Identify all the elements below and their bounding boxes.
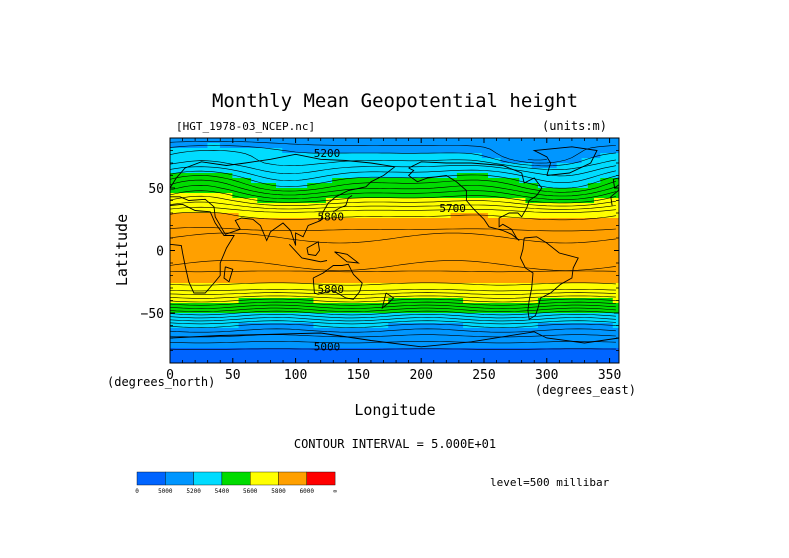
colorbar: 0 5000 5200 5400 5600 5800 6000 ∞ xyxy=(135,471,337,495)
colorbar-label: 5600 xyxy=(243,488,258,495)
colorbar-swatch xyxy=(193,471,223,486)
contour-label: 5700 xyxy=(439,202,466,215)
x-tick-label: 0 xyxy=(166,368,174,383)
x-axis-title: Longitude xyxy=(354,401,435,419)
x-tick-label: 150 xyxy=(347,368,370,383)
coastline-segment xyxy=(407,161,543,241)
x-tick-label: 50 xyxy=(225,368,241,383)
contour-lines xyxy=(170,141,616,350)
coastline-segment xyxy=(288,243,328,263)
coastline-segment xyxy=(334,251,360,264)
y-axis-title: Latitude xyxy=(113,214,131,286)
x-axis: 0 50 100 150 200 250 300 350 xyxy=(166,138,621,383)
colorbar-swatch xyxy=(278,471,307,486)
colorbar-label: 5200 xyxy=(186,488,201,495)
coastline-segment xyxy=(170,331,619,348)
y-tick-label: 0 xyxy=(156,245,164,260)
colorbar-swatch xyxy=(165,471,194,486)
colorbar-label: 5800 xyxy=(271,488,286,495)
colorbar-label: 0 xyxy=(135,488,139,495)
coastline-segment xyxy=(170,153,396,246)
coastline-segment xyxy=(381,292,395,310)
contour-label: 5000 xyxy=(314,341,341,354)
file-label: [HGT_1978-03_NCEP.nc] xyxy=(176,120,315,133)
x-tick-label: 350 xyxy=(598,368,621,383)
y-axis: 50 0 −50 xyxy=(141,150,619,351)
coastline-segment xyxy=(519,236,579,321)
x-tick-label: 300 xyxy=(535,368,558,383)
colorbar-swatch xyxy=(136,471,166,486)
colorbar-label: 5400 xyxy=(215,488,230,495)
contour-label: 5800 xyxy=(318,283,345,296)
contour-label: 5200 xyxy=(314,147,341,160)
contour-label: 5800 xyxy=(318,211,345,224)
contour-interval-text: CONTOUR INTERVAL = 5.000E+01 xyxy=(294,437,496,451)
contour-label-group: 5200 5700 5800 5800 5000 xyxy=(314,147,466,354)
units-label: (units:m) xyxy=(542,119,607,133)
y-tick-label: −50 xyxy=(141,307,164,322)
coastline-segment xyxy=(306,241,320,256)
coastline-segment xyxy=(333,195,353,213)
y-tick-label: 50 xyxy=(148,182,164,197)
colorbar-swatch xyxy=(306,471,336,486)
x-tick-label: 250 xyxy=(472,368,495,383)
coastline-segment xyxy=(312,263,363,300)
coastline-segment xyxy=(532,146,598,176)
x-tick-label: 200 xyxy=(409,368,432,383)
colorbar-label: ∞ xyxy=(333,488,337,495)
coastline-segment xyxy=(223,266,234,283)
coastline-segment xyxy=(170,203,235,294)
colorbar-label: 6000 xyxy=(300,488,315,495)
y-unit-label: (degrees_north) xyxy=(107,375,215,389)
colorbar-swatch xyxy=(221,471,251,486)
coastline-segment xyxy=(612,177,619,189)
x-tick-label: 100 xyxy=(284,368,307,383)
colorbar-label: 5000 xyxy=(158,488,173,495)
level-text: level=500 millibar xyxy=(490,476,610,489)
colorbar-swatch xyxy=(249,471,279,486)
chart-title: Monthly Mean Geopotential height xyxy=(212,90,578,112)
x-unit-label: (degrees_east) xyxy=(535,383,636,397)
coastlines xyxy=(170,146,619,348)
